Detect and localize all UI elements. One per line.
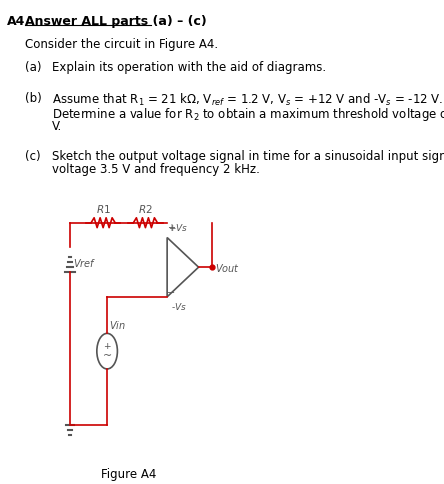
Text: ~: ~	[103, 350, 112, 361]
Text: $\mathit{R1}$: $\mathit{R1}$	[96, 202, 111, 214]
Text: $\mathit{R2}$: $\mathit{R2}$	[138, 202, 153, 214]
Text: Sketch the output voltage signal in time for a sinusoidal input signal of peak: Sketch the output voltage signal in time…	[52, 149, 444, 162]
Text: (c): (c)	[25, 149, 41, 162]
Text: +: +	[103, 341, 111, 350]
Text: −: −	[167, 287, 175, 297]
Text: (a): (a)	[25, 60, 42, 74]
Text: +$\mathit{Vs}$: +$\mathit{Vs}$	[168, 221, 189, 232]
Text: A4: A4	[7, 15, 25, 28]
Text: Answer ALL parts (a) – (c): Answer ALL parts (a) – (c)	[25, 15, 207, 28]
Text: -$\mathit{Vs}$: -$\mathit{Vs}$	[170, 300, 186, 311]
Text: (b): (b)	[25, 92, 42, 105]
Text: +: +	[167, 222, 175, 232]
Text: voltage 3.5 V and frequency 2 kHz.: voltage 3.5 V and frequency 2 kHz.	[52, 163, 260, 176]
Text: Figure A4: Figure A4	[101, 467, 156, 480]
Text: Determine a value for R$_2$ to obtain a maximum threshold voltage of V$_{th}$ = : Determine a value for R$_2$ to obtain a …	[52, 106, 444, 123]
Text: Explain its operation with the aid of diagrams.: Explain its operation with the aid of di…	[52, 60, 326, 74]
Text: Assume that R$_1$ = 21 k$\Omega$, V$_{ref}$ = 1.2 V, V$_s$ = +12 V and -V$_s$ = : Assume that R$_1$ = 21 k$\Omega$, V$_{re…	[52, 92, 443, 108]
Text: $\mathit{Vref}$: $\mathit{Vref}$	[73, 257, 96, 269]
Text: Consider the circuit in Figure A4.: Consider the circuit in Figure A4.	[25, 38, 218, 51]
Text: V.: V.	[52, 120, 62, 133]
Text: $\mathit{Vout}$: $\mathit{Vout}$	[214, 262, 239, 273]
Text: $\mathit{Vin}$: $\mathit{Vin}$	[109, 319, 126, 331]
